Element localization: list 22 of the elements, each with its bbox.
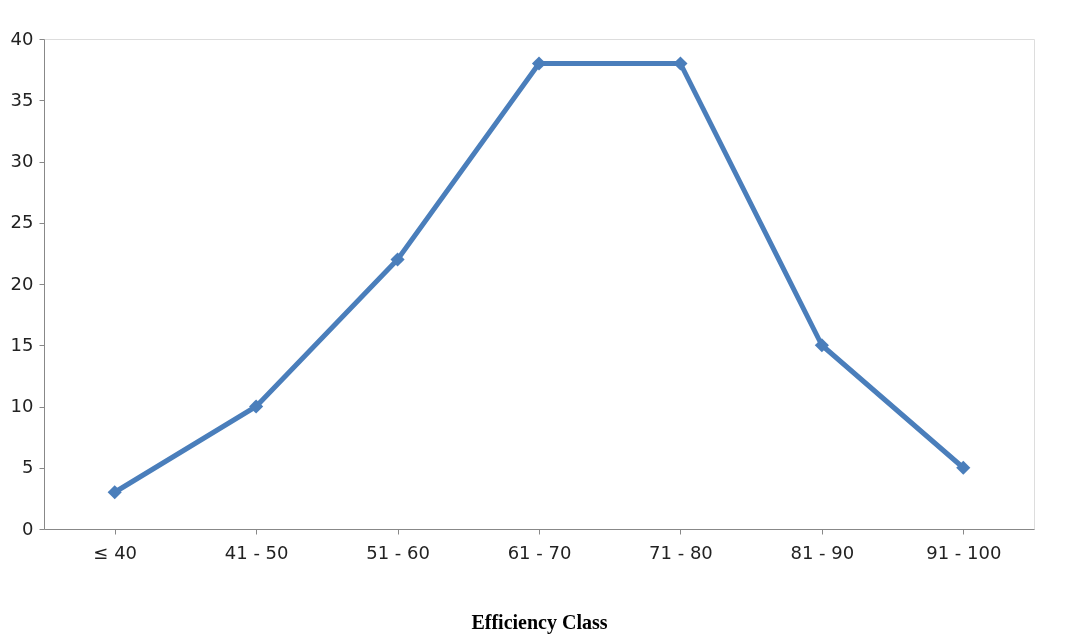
x-tick-label: ≤ 40 — [93, 541, 138, 563]
y-tick-label: 35 — [10, 88, 34, 110]
y-tick-label: 30 — [10, 150, 34, 171]
x-tick-label: 81 - 90 — [790, 541, 855, 563]
x-axis-title: Efficiency Class — [471, 610, 608, 634]
y-tick-label: 5 — [22, 456, 34, 478]
y-tick-label: 40 — [10, 27, 34, 49]
y-tick-label: 15 — [10, 333, 34, 355]
x-tick-label: 51 - 60 — [366, 541, 430, 563]
x-tick-label: 71 - 80 — [649, 541, 713, 563]
point — [249, 399, 264, 414]
y-tick-label: 10 — [10, 395, 34, 416]
x-tick-label: 61 - 70 — [507, 541, 572, 563]
point — [956, 460, 971, 475]
point — [107, 485, 122, 500]
point — [390, 252, 405, 267]
y-tick-label: 25 — [10, 211, 34, 233]
x-tick-label: 41 - 50 — [224, 541, 289, 563]
x-tick-label: 91 - 100 — [926, 541, 1002, 563]
y-tick-label: 0 — [22, 517, 34, 539]
point — [814, 338, 829, 353]
y-tick-label: 20 — [10, 272, 34, 294]
